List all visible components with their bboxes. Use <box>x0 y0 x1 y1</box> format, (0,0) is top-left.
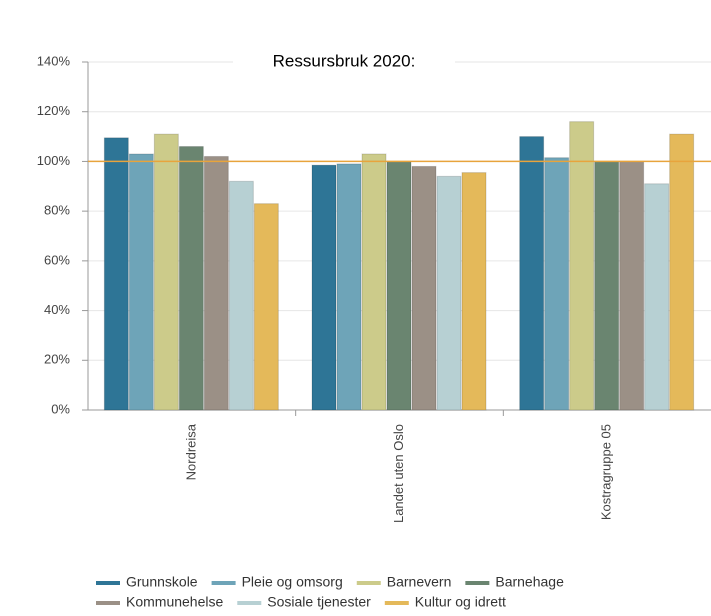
y-tick-label: 120% <box>37 103 71 118</box>
legend-label: Sosiale tjenester <box>267 594 371 610</box>
legend-label: Barnehage <box>495 574 564 590</box>
bar <box>228 180 254 411</box>
bar <box>153 133 179 411</box>
bar <box>519 136 545 411</box>
y-tick-label: 100% <box>37 153 71 168</box>
bar <box>386 160 412 411</box>
bar <box>253 203 279 411</box>
title-box <box>233 40 455 103</box>
bar <box>644 183 670 411</box>
bar <box>544 157 570 411</box>
bar <box>103 137 129 411</box>
bar <box>436 175 462 411</box>
y-tick-label: 40% <box>44 302 70 317</box>
legend-label: Kultur og idrett <box>415 594 506 610</box>
legend-label: Grunnskole <box>126 574 198 590</box>
y-tick-label: 60% <box>44 252 70 267</box>
x-tick-label: Landet uten Oslo <box>391 424 406 523</box>
legend-label: Barnevern <box>387 574 452 590</box>
bar <box>178 146 204 411</box>
legend-label: Pleie og omsorg <box>242 574 343 590</box>
bar <box>569 121 595 411</box>
bar <box>311 164 337 411</box>
bar <box>669 133 695 411</box>
y-tick-label: 80% <box>44 203 70 218</box>
bar <box>336 163 362 411</box>
y-tick-label: 0% <box>51 401 70 416</box>
legend-label: Kommunehelse <box>126 594 223 610</box>
bar <box>461 172 487 411</box>
bar <box>619 160 645 411</box>
x-tick-label: Nordreisa <box>183 423 198 480</box>
bar <box>361 153 387 411</box>
bar <box>203 155 229 411</box>
y-tick-label: 20% <box>44 352 70 367</box>
bar <box>594 160 620 411</box>
x-tick-label: Kostragruppe 05 <box>599 424 614 520</box>
bar <box>128 153 154 411</box>
y-tick-label: 140% <box>37 53 71 68</box>
chart-title: Ressursbruk 2020: <box>273 51 416 70</box>
bar <box>411 165 437 411</box>
